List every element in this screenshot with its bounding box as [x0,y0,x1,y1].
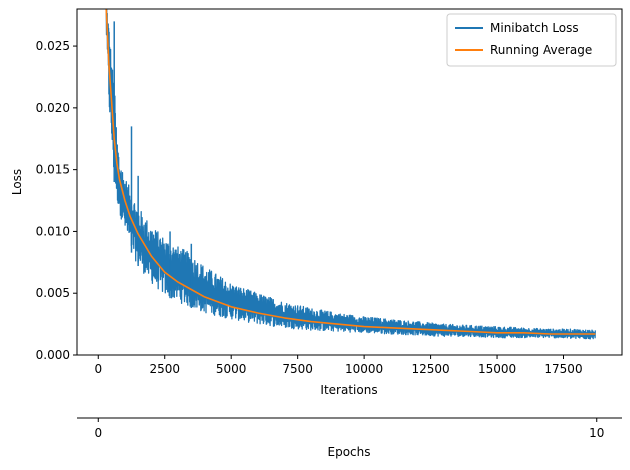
secondary-x-tick-label: 10 [589,426,604,440]
y-axis: 0.000 0.005 0.010 0.015 0.020 0.025 [36,39,77,362]
y-tick-label: 0.000 [36,348,70,362]
legend-frame [446,13,617,67]
x-tick-label: 5000 [216,362,247,376]
y-tick-label: 0.015 [36,163,70,177]
x-tick-label: 12500 [411,362,449,376]
legend-label-running-average: Running Average [490,43,592,57]
secondary-x-ticks: 0 10 [94,418,604,440]
x-tick-label: 7500 [282,362,313,376]
secondary-x-axis-label: Epochs [328,445,371,459]
x-tick-label: 15000 [478,362,516,376]
series-line-running-average [105,9,596,335]
x-tick-label: 2500 [149,362,180,376]
legend-label-minibatch: Minibatch Loss [490,21,579,35]
y-tick-label: 0.010 [36,224,70,238]
x-tick-label: 0 [94,362,102,376]
legend: Minibatch Loss Running Average [446,13,617,67]
x-axis: 0 2500 5000 7500 10000 12500 15000 17500 [94,355,583,376]
series-layer [105,9,596,340]
plot-frame [76,8,623,356]
y-tick-label: 0.020 [36,101,70,115]
secondary-x-axis: 0 10 Epochs [77,417,622,459]
x-axis-label: Iterations [320,383,377,397]
x-tick-label: 10000 [345,362,383,376]
y-tick-label: 0.025 [36,39,70,53]
secondary-x-tick-label: 0 [94,426,102,440]
plot-area [76,8,623,356]
y-tick-label: 0.005 [36,286,70,300]
x-tick-label: 17500 [544,362,582,376]
y-axis-label: Loss [10,169,24,195]
